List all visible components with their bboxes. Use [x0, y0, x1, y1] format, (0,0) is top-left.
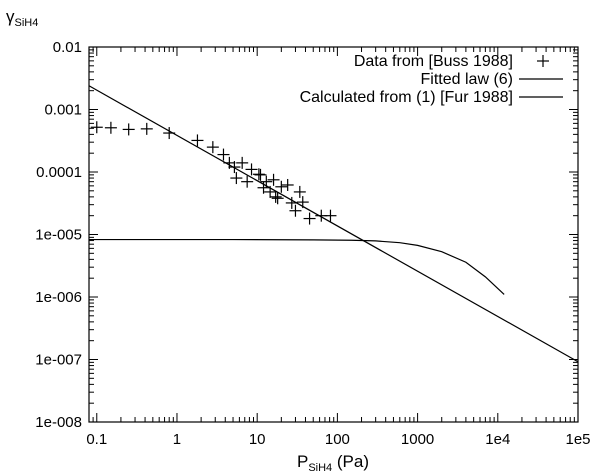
y-tick-label: 0.01	[53, 39, 82, 56]
y-tick-label: 1e-006	[35, 289, 82, 306]
data-point	[90, 121, 103, 134]
data-point	[245, 163, 258, 176]
series-lines	[88, 85, 579, 363]
y-axis-label-main: γ	[6, 7, 15, 26]
data-point	[140, 122, 153, 135]
x-tick-label: 100	[325, 431, 350, 448]
x-tick-label: 10	[249, 431, 266, 448]
data-point	[269, 190, 282, 203]
legend-label-fitted: Fitted law (6)	[421, 71, 513, 88]
y-tick-label: 1e-008	[35, 414, 82, 431]
data-point	[122, 123, 135, 136]
data-point	[254, 168, 267, 181]
legend: Data from [Buss 1988] Fitted law (6) Cal…	[300, 53, 563, 106]
data-point	[104, 121, 117, 134]
legend-label-fur: Calculated from (1) [Fur 1988]	[300, 89, 513, 106]
x-axis-label-suffix: (Pa)	[332, 452, 369, 471]
y-axis-label-sub: SiH4	[15, 17, 39, 29]
data-point	[281, 178, 294, 191]
series-line-1	[88, 85, 579, 363]
x-axis-label-main: P	[297, 452, 308, 471]
data-point	[293, 185, 306, 198]
x-tick-label: 0.1	[86, 431, 107, 448]
x-tick-label: 1000	[401, 431, 434, 448]
x-tick-label: 1e5	[565, 431, 590, 448]
data-point	[228, 161, 241, 174]
data-point	[289, 204, 302, 217]
data-point	[267, 173, 280, 186]
data-point	[191, 134, 204, 147]
x-axis-label: PSiH4 (Pa)	[297, 452, 369, 474]
data-point	[236, 156, 249, 169]
data-point	[275, 180, 288, 193]
data-point	[285, 196, 298, 209]
data-point	[257, 181, 270, 194]
data-points	[90, 121, 337, 225]
data-point	[230, 172, 243, 185]
data-point	[324, 209, 337, 222]
legend-marker-buss	[537, 55, 549, 67]
tick-labels: 0.1 1 10 100 1000 1e4 1e5 0.01 0.001 0.0001 1e-005…	[35, 39, 590, 448]
data-point	[241, 175, 254, 188]
x-tick-label: 1	[173, 431, 181, 448]
y-tick-label: 1e-007	[35, 352, 82, 369]
y-tick-label: 1e-005	[35, 227, 82, 244]
y-tick-label: 0.0001	[36, 164, 82, 181]
data-point	[271, 192, 284, 205]
data-point	[296, 196, 309, 209]
x-axis-label-sub: SiH4	[308, 462, 332, 474]
data-point	[217, 148, 230, 161]
y-tick-label: 0.001	[44, 102, 82, 119]
data-point	[264, 185, 277, 198]
data-point	[303, 212, 316, 225]
axis-ticks	[88, 46, 579, 423]
series-line-2	[89, 238, 505, 295]
x-tick-label: 1e4	[485, 431, 510, 448]
y-axis-label: γSiH4	[6, 7, 38, 29]
data-point	[163, 127, 176, 140]
data-point	[260, 175, 273, 188]
data-point	[206, 141, 219, 154]
legend-label-buss: Data from [Buss 1988]	[354, 53, 513, 70]
